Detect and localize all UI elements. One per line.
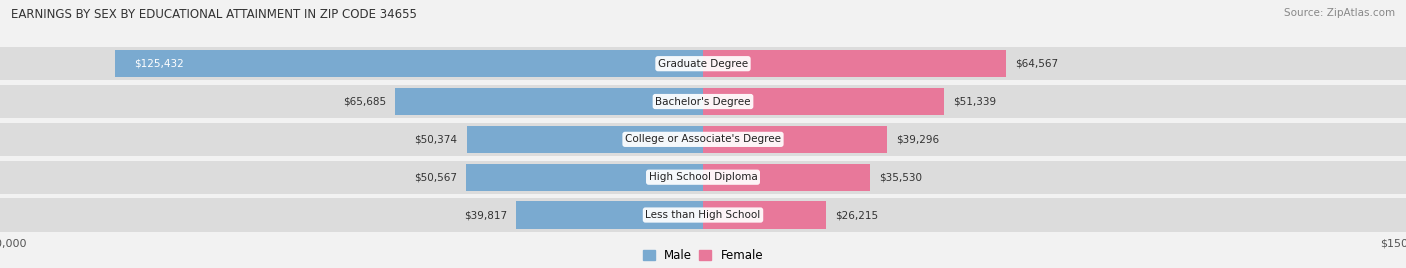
Text: $50,374: $50,374 xyxy=(415,134,457,144)
Bar xyxy=(703,50,1005,77)
Bar xyxy=(0,161,703,194)
Text: $65,685: $65,685 xyxy=(343,96,385,106)
Text: $64,567: $64,567 xyxy=(1015,59,1059,69)
Text: Source: ZipAtlas.com: Source: ZipAtlas.com xyxy=(1284,8,1395,18)
Text: College or Associate's Degree: College or Associate's Degree xyxy=(626,134,780,144)
Bar xyxy=(703,198,1406,232)
Text: $35,530: $35,530 xyxy=(879,172,922,182)
Bar xyxy=(703,85,1406,118)
Bar xyxy=(703,202,825,229)
Bar xyxy=(703,88,943,115)
Text: Less than High School: Less than High School xyxy=(645,210,761,220)
Bar xyxy=(115,50,703,77)
Bar xyxy=(703,47,1406,80)
Bar xyxy=(395,88,703,115)
Text: High School Diploma: High School Diploma xyxy=(648,172,758,182)
Text: Graduate Degree: Graduate Degree xyxy=(658,59,748,69)
Bar xyxy=(516,202,703,229)
Bar xyxy=(703,161,1406,194)
Text: $125,432: $125,432 xyxy=(134,59,184,69)
Bar xyxy=(703,163,869,191)
Text: $39,817: $39,817 xyxy=(464,210,508,220)
Bar xyxy=(703,123,1406,156)
Text: $26,215: $26,215 xyxy=(835,210,879,220)
Text: $51,339: $51,339 xyxy=(953,96,995,106)
Bar xyxy=(0,85,703,118)
Text: Bachelor's Degree: Bachelor's Degree xyxy=(655,96,751,106)
Bar xyxy=(467,126,703,153)
Legend: Male, Female: Male, Female xyxy=(643,249,763,262)
Bar xyxy=(0,123,703,156)
Bar xyxy=(0,198,703,232)
Text: EARNINGS BY SEX BY EDUCATIONAL ATTAINMENT IN ZIP CODE 34655: EARNINGS BY SEX BY EDUCATIONAL ATTAINMEN… xyxy=(11,8,418,21)
Text: $39,296: $39,296 xyxy=(897,134,939,144)
Bar xyxy=(703,126,887,153)
Text: $50,567: $50,567 xyxy=(413,172,457,182)
Bar xyxy=(0,47,703,80)
Bar xyxy=(465,163,703,191)
